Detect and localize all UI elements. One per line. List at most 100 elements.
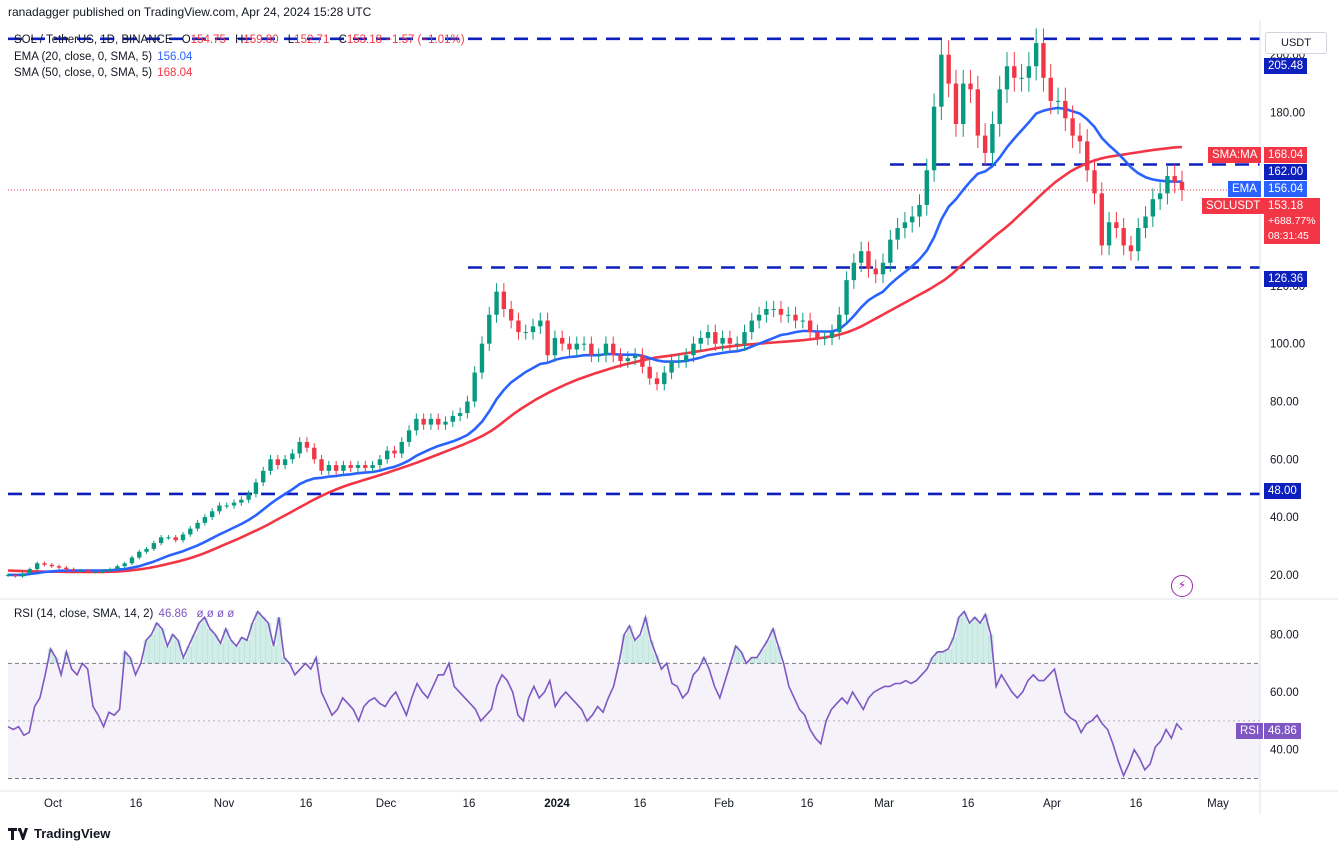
currency-button[interactable]: USDT [1265, 32, 1327, 54]
candle-body [538, 320, 543, 327]
candle-body [676, 361, 682, 363]
candle-body [180, 534, 186, 541]
candle-body [596, 355, 601, 357]
candle [93, 570, 98, 574]
candle [538, 312, 543, 334]
candle-body [523, 332, 528, 334]
sma-legend-label[interactable]: SMA (50, close, 0, SMA, 5) [14, 67, 153, 79]
candle-body [93, 571, 98, 573]
candle-body [567, 343, 572, 350]
rsi-overbought-fill [143, 640, 150, 664]
candle [545, 312, 550, 363]
candle [735, 336, 740, 351]
candle [1114, 212, 1119, 239]
symbol-title[interactable]: SOL / TetherUS, 1D, BINANCE [14, 34, 173, 46]
candle-body [406, 430, 412, 442]
time-tick-label: Oct [44, 798, 63, 810]
time-tick-label: 16 [1130, 798, 1143, 810]
rsi-pane [7, 610, 1260, 779]
candle [844, 271, 849, 323]
rsi-overbought-fill [940, 651, 947, 664]
candle [151, 540, 157, 551]
open-value: 154.75 [190, 34, 226, 46]
candle-body [71, 569, 76, 571]
candle-body [64, 567, 69, 570]
sma-legend[interactable]: SMA (50, close, 0, SMA, 5) 168.04 [14, 67, 192, 79]
candle-body [421, 418, 426, 425]
candle [771, 300, 776, 318]
ema-value-tag: 156.04 [1264, 181, 1308, 197]
candle [428, 413, 434, 430]
candle [1128, 235, 1134, 261]
candle [756, 306, 762, 329]
rsi-overbought-fill [217, 643, 224, 664]
candle-body [86, 570, 91, 572]
candle-body [552, 337, 558, 356]
candle-body [100, 570, 105, 572]
candle [1099, 182, 1104, 256]
rsi-tick-label: 80.00 [1270, 630, 1299, 642]
candle-body [253, 482, 259, 494]
candle-body [450, 415, 455, 422]
candle [982, 123, 988, 165]
candle [523, 324, 528, 340]
candle-body [1055, 100, 1061, 102]
candle-body [1121, 228, 1126, 246]
rsi-name-tag: RSI [1236, 723, 1264, 739]
rsi-overbought-fill [988, 634, 994, 664]
candle [399, 437, 404, 458]
candle [1048, 63, 1053, 115]
candle [508, 300, 514, 329]
candle-body [851, 262, 857, 281]
candle [1165, 164, 1170, 205]
tradingview-logo[interactable]: TradingView [8, 826, 110, 841]
time-tick-label: 16 [130, 798, 143, 810]
candle-body [399, 441, 404, 454]
candle-body [494, 291, 499, 315]
candle [377, 454, 383, 470]
candle-body [246, 493, 251, 500]
candle-body [807, 320, 813, 333]
candle [261, 466, 266, 487]
candle [552, 330, 558, 363]
candle-body [202, 517, 208, 523]
candle-body [844, 280, 849, 315]
candle-body [188, 528, 193, 535]
candle-body [49, 564, 54, 567]
time-tick-label: 16 [300, 798, 313, 810]
candle-body [742, 332, 747, 344]
candle [297, 437, 302, 458]
candle-body [1063, 100, 1068, 119]
rsi-overbought-fill [764, 640, 771, 664]
rsi-overbought-fill [754, 657, 761, 664]
flash-icon[interactable]: ⚡ [1171, 575, 1193, 597]
candle [1070, 105, 1075, 149]
candle [326, 460, 332, 475]
candle [946, 40, 951, 98]
candle [990, 111, 995, 165]
candle-body [589, 343, 594, 356]
ema-legend-label[interactable]: EMA (20, close, 0, SMA, 5) [14, 51, 153, 63]
candle [5, 573, 11, 577]
symbol-legend[interactable]: SOL / TetherUS, 1D, BINANCE O154.75 H159… [14, 34, 465, 46]
rsi-overbought-fill [175, 640, 182, 664]
candle [1055, 87, 1061, 115]
candle-body [669, 361, 674, 373]
candle-body [275, 459, 280, 466]
rsi-overbought-fill [47, 648, 54, 664]
candle-body [1179, 181, 1185, 190]
low-label: L [287, 34, 295, 46]
candle [450, 410, 455, 427]
candle [494, 283, 499, 323]
candle [479, 336, 485, 380]
candle [253, 478, 259, 498]
rsi-legend[interactable]: RSI (14, close, SMA, 14, 2) 46.86 ø ø ø … [14, 608, 234, 620]
ema-legend[interactable]: EMA (20, close, 0, SMA, 5) 156.04 [14, 51, 192, 63]
candle [662, 366, 667, 391]
rsi-legend-label[interactable]: RSI (14, close, SMA, 14, 2) [14, 608, 154, 620]
candle-body [873, 268, 878, 275]
candle [144, 546, 149, 554]
time-tick-label: Apr [1043, 798, 1061, 810]
candle-body [290, 453, 295, 460]
